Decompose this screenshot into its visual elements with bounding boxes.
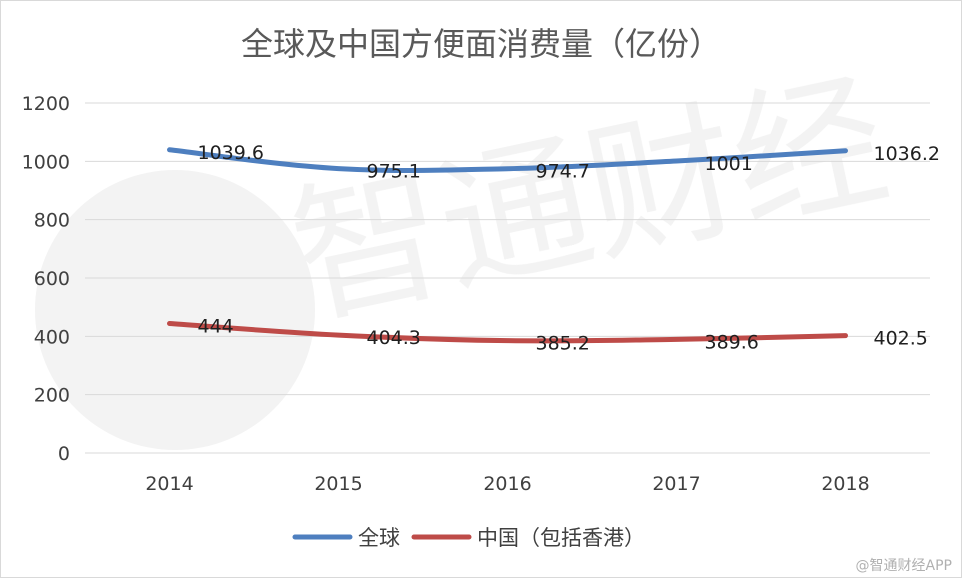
gridlines [85, 102, 930, 454]
x-tick-label: 2014 [145, 473, 193, 495]
legend: 全球 中国（包括香港） [292, 526, 645, 550]
y-tick-label: 800 [34, 210, 70, 232]
data-label: 975.1 [367, 161, 421, 183]
watermark-caption: @智通财经APP [856, 558, 952, 574]
data-label: 385.2 [536, 333, 590, 355]
data-label: 389.6 [705, 331, 759, 353]
y-axis-ticks: 0 200 400 600 800 1000 1200 [22, 93, 70, 465]
data-label: 402.5 [874, 328, 928, 350]
series-line-china [167, 321, 848, 344]
y-tick-label: 600 [34, 268, 70, 290]
watermark-logo-circle [35, 170, 315, 450]
data-label: 974.7 [536, 161, 590, 183]
data-label: 404.3 [367, 327, 421, 349]
series-lines [167, 147, 848, 344]
data-label: 444 [198, 316, 234, 338]
data-label: 1001 [705, 153, 753, 175]
x-tick-label: 2017 [652, 473, 700, 495]
x-tick-label: 2016 [483, 473, 531, 495]
legend-label-global: 全球 [358, 526, 400, 550]
chart-title: 全球及中国方便面消费量（亿份） [241, 25, 721, 63]
series-line-global [167, 147, 848, 174]
y-tick-label: 0 [58, 443, 70, 465]
y-tick-label: 200 [34, 385, 70, 407]
data-label: 1039.6 [198, 142, 264, 164]
x-axis-ticks: 2014 2015 2016 2017 2018 [145, 473, 869, 495]
y-tick-label: 1000 [22, 151, 70, 173]
y-tick-label: 1200 [22, 93, 70, 115]
data-label: 1036.2 [874, 143, 940, 165]
data-labels: 1039.6 975.1 974.7 1001 1036.2 444 404.3 385.2 3… [198, 142, 940, 355]
x-tick-label: 2018 [821, 473, 869, 495]
legend-label-china: 中国（包括香港） [477, 526, 645, 550]
y-tick-label: 400 [34, 326, 70, 348]
x-tick-label: 2015 [314, 473, 362, 495]
